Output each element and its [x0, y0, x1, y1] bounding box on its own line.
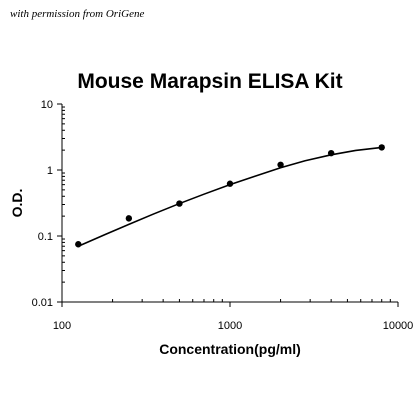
permission-note: with permission from OriGene — [10, 8, 145, 20]
x-axis-title: Concentration(pg/ml) — [159, 341, 301, 357]
y-tick-label: 0.1 — [38, 231, 53, 243]
data-point — [327, 149, 335, 157]
fit-curve-group — [77, 146, 382, 247]
y-axis-title: O.D. — [9, 189, 25, 218]
y-tick-label: 1 — [47, 165, 53, 177]
fit-curve-line — [77, 146, 382, 247]
data-point — [226, 180, 234, 187]
data-point — [277, 161, 284, 168]
y-tick-label: 10 — [41, 99, 53, 111]
y-tick-label: 0.01 — [32, 297, 53, 309]
data-points-group — [75, 144, 385, 248]
data-point — [176, 200, 183, 207]
data-point — [125, 215, 133, 222]
chart-title: Mouse Marapsin ELISA Kit — [77, 70, 343, 93]
x-tick-label: 1000 — [218, 320, 242, 332]
data-point — [378, 144, 385, 151]
x-tick-label: 10000 — [383, 320, 414, 332]
x-tick-label: 100 — [53, 320, 71, 332]
data-point — [75, 241, 82, 248]
